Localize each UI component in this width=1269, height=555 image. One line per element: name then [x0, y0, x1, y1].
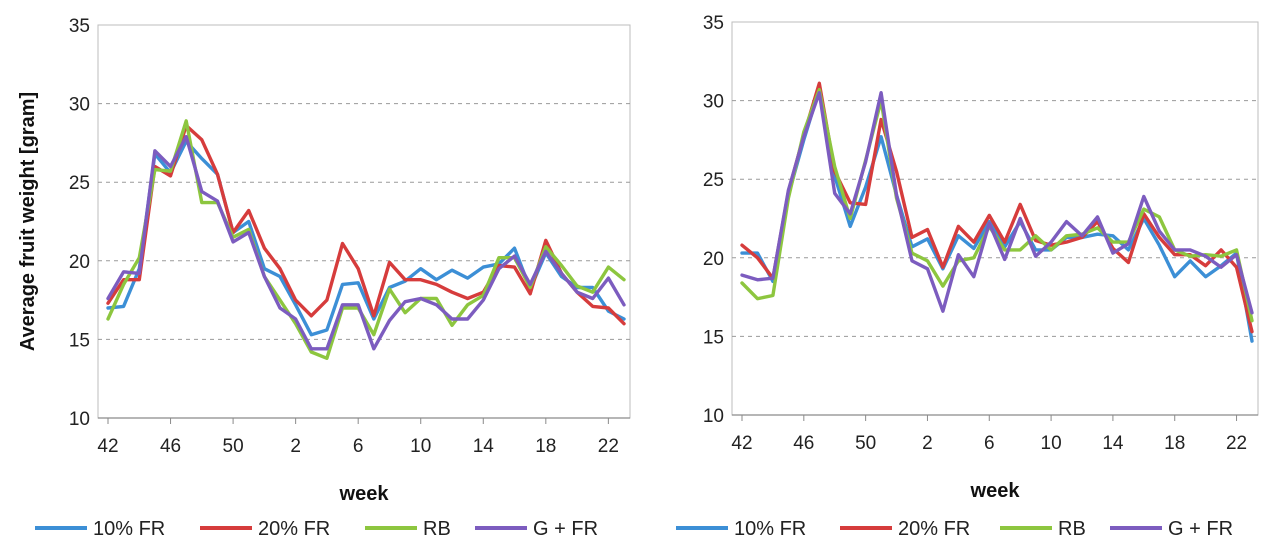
- chart2-y-tick-label: 15: [703, 327, 724, 348]
- chart1-legend-label: G + FR: [533, 518, 598, 540]
- chart2-series-line-20-fr: [740, 81, 1254, 334]
- chart1-x-tick-label: 42: [97, 436, 118, 457]
- chart2-x-tick-label: 2: [922, 433, 933, 454]
- chart1-y-tick-label: 35: [69, 16, 90, 37]
- chart2-x-tick-label: 46: [793, 433, 814, 454]
- chart2-series-line-10-fr: [740, 87, 1254, 343]
- chart2-x-tick-label: 14: [1102, 433, 1124, 454]
- chart1-x-tick-label: 6: [353, 436, 364, 457]
- chart1-y-tick-label: 15: [69, 330, 90, 351]
- chart1-series-line-20-fr: [106, 123, 626, 326]
- chart1-y-axis-title: Average fruit weight [gram]: [17, 92, 39, 351]
- chart2-x-tick-label: 42: [731, 433, 752, 454]
- chart2-plot-area: [731, 21, 1259, 416]
- chart1-y-tick-label: 10: [69, 409, 90, 430]
- chart2-legend-label: G + FR: [1168, 518, 1233, 540]
- chart1-series-line-10-fr: [106, 139, 626, 337]
- chart1-y-tick-label: 25: [69, 173, 90, 194]
- chart2-y-tick-label: 30: [703, 92, 724, 113]
- chart1-x-tick-label: 2: [290, 436, 301, 457]
- chart2-x-tick-label: 18: [1164, 433, 1185, 454]
- chart2-series-line-rb: [740, 87, 1254, 323]
- chart2-legend-label: 10% FR: [734, 518, 806, 540]
- chart1-x-tick-label: 14: [473, 436, 495, 457]
- chart1-legend-label: 10% FR: [93, 518, 165, 540]
- chart1-legend-label: RB: [423, 518, 451, 540]
- chart2-legend-label: 20% FR: [898, 518, 970, 540]
- chart2-y-tick-label: 25: [703, 170, 724, 191]
- chart2-series-line-g-fr: [740, 90, 1254, 315]
- chart2-x-tick-label: 22: [1226, 433, 1247, 454]
- chart1-y-tick-label: 20: [69, 252, 90, 273]
- chart1-x-tick-label: 18: [535, 436, 556, 457]
- chart2-y-tick-label: 10: [703, 406, 724, 427]
- chart1-y-tick-label: 30: [69, 95, 90, 116]
- chart1-plot-area: [97, 24, 631, 419]
- chart2-y-tick-label: 20: [703, 249, 724, 270]
- chart2-x-tick-label: 10: [1041, 433, 1062, 454]
- chart1-x-tick-label: 50: [223, 436, 244, 457]
- chart1-x-tick-label: 10: [410, 436, 431, 457]
- chart2-legend-label: RB: [1058, 518, 1086, 540]
- chart2-y-tick-label: 35: [703, 13, 724, 34]
- chart2-x-tick-label: 6: [984, 433, 995, 454]
- chart2-x-tick-label: 50: [855, 433, 876, 454]
- chart1-legend-label: 20% FR: [258, 518, 330, 540]
- chart1-x-axis-title: week: [339, 483, 390, 505]
- chart1-x-tick-label: 46: [160, 436, 181, 457]
- chart1-x-tick-label: 22: [598, 436, 619, 457]
- chart2-x-axis-title: week: [970, 480, 1021, 502]
- chart1-series-line-g-fr: [106, 134, 626, 351]
